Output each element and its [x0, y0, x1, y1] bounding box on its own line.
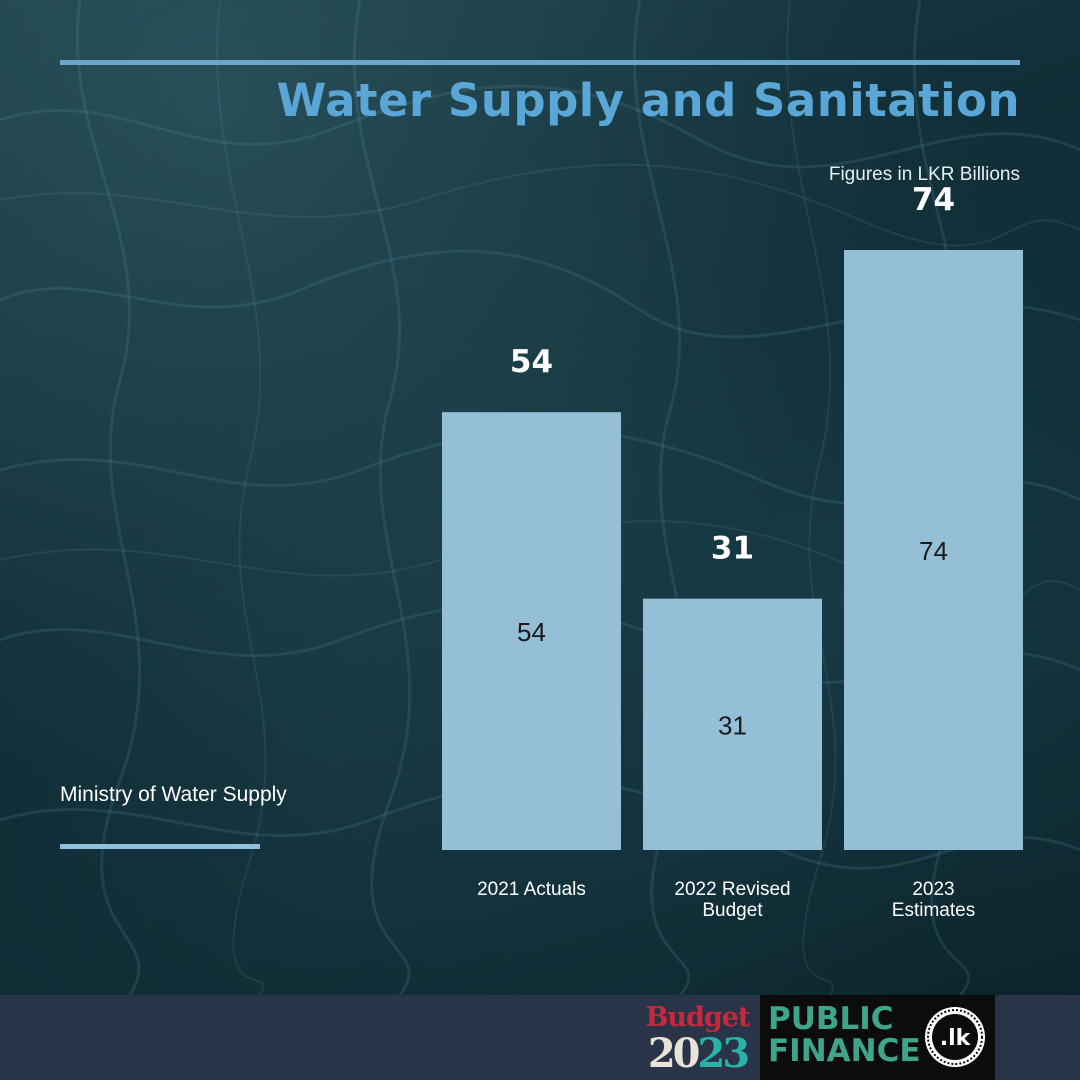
series-label-rule — [60, 844, 260, 849]
units-note: Figures in LKR Billions — [828, 164, 1020, 185]
public-finance-logo: PUBLIC FINANCE .lk — [760, 995, 995, 1080]
budget-year-part: 2 — [697, 1030, 725, 1077]
pf-line-1: PUBLIC — [768, 1001, 894, 1037]
page-title: Water Supply and Sanitation — [276, 74, 1020, 127]
budget-logo-year: 2023 — [640, 1030, 755, 1077]
bar-inner-label: 74 — [919, 536, 948, 566]
bar-value-label: 31 — [711, 531, 754, 567]
bar — [844, 250, 1023, 850]
bar-value-label: 54 — [510, 344, 553, 380]
budget-2023-logo: Budget 2023 — [640, 1002, 755, 1077]
budget-logo-word: Budget — [645, 1002, 751, 1033]
category-label: 2023 Estimates — [892, 879, 975, 921]
bar-inner-label: 31 — [718, 710, 747, 740]
lk-seal-text: .lk — [940, 1026, 972, 1051]
budget-year-part: 3 — [722, 1030, 750, 1077]
public-finance-wordmark: PUBLIC FINANCE — [768, 1003, 921, 1067]
bar — [643, 598, 822, 850]
bar-inner-label: 54 — [517, 617, 546, 647]
bar-chart: 54 54 2021 Actuals 31 31 2022 Revised Budget 74… — [442, 182, 1023, 921]
budget-year-part: 20 — [647, 1030, 701, 1077]
bar-value-label: 74 — [912, 182, 955, 218]
lk-seal-icon: .lk — [925, 1007, 985, 1067]
category-label: 2022 Revised Budget — [674, 879, 790, 921]
bar — [442, 412, 621, 850]
series-label: Ministry of Water Supply — [60, 783, 287, 806]
category-label: 2021 Actuals — [477, 879, 586, 900]
title-rule — [60, 60, 1020, 65]
pf-line-2: FINANCE — [768, 1033, 921, 1069]
